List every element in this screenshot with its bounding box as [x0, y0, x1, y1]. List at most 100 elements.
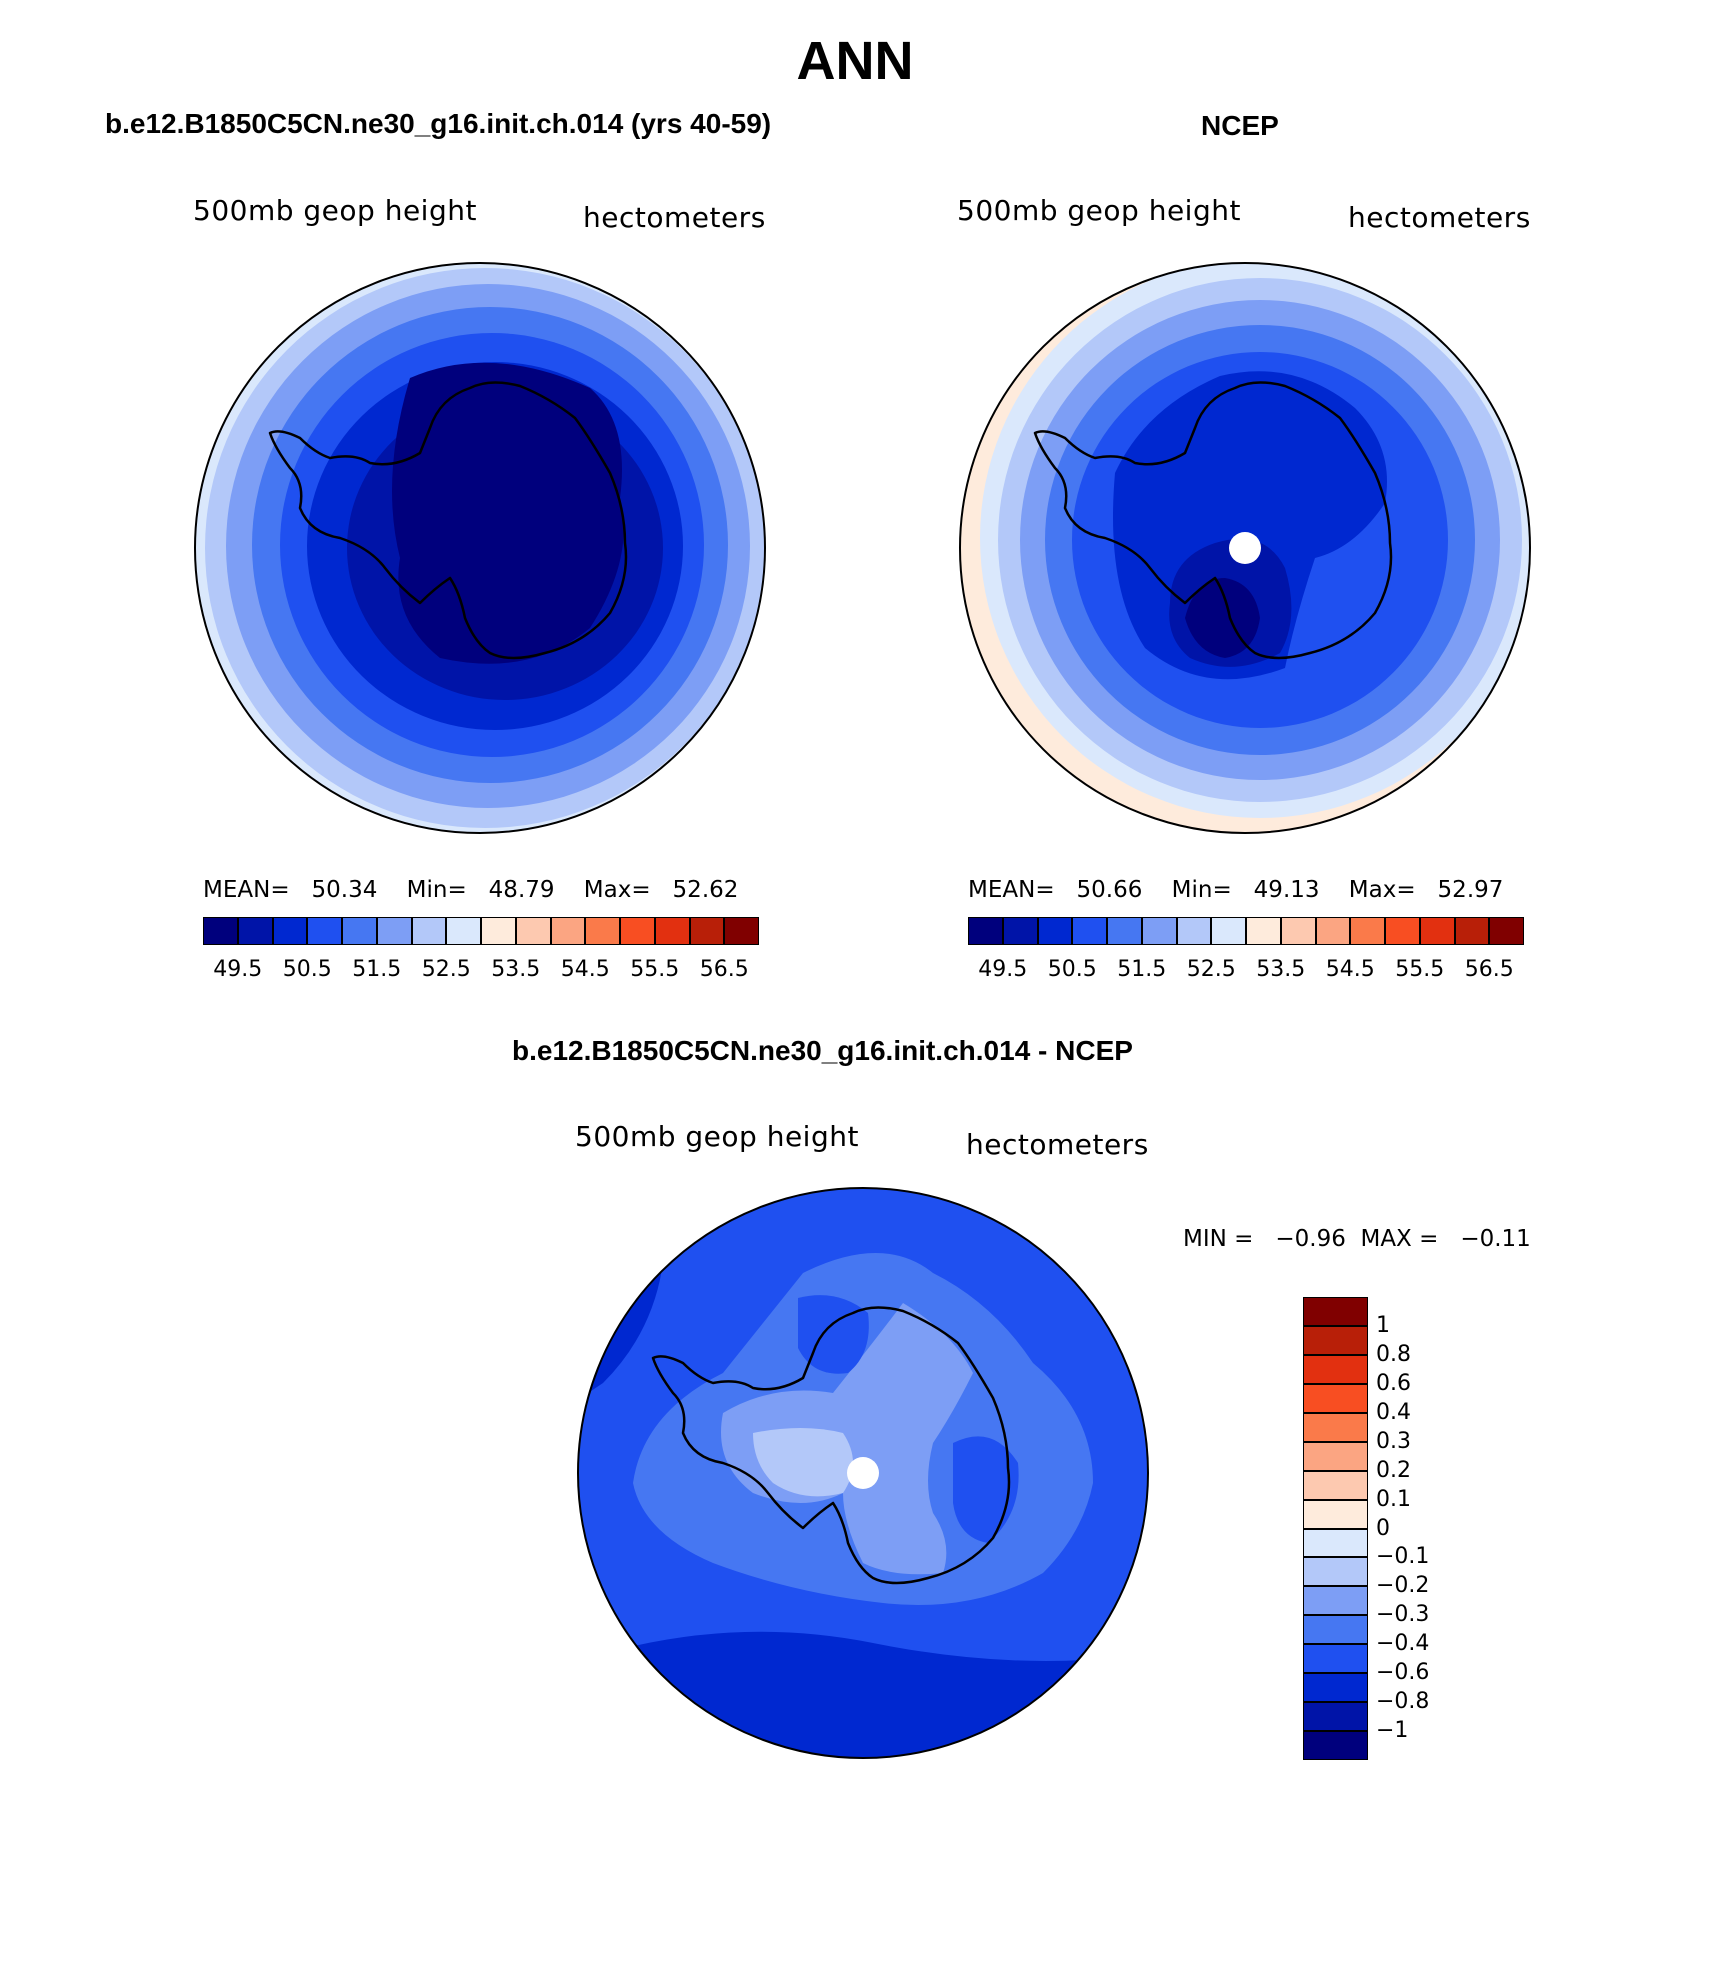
colorbar-swatch: [1303, 1354, 1368, 1384]
panel1-stats: MEAN= 50.34 Min= 48.79 Max= 52.62: [203, 877, 738, 903]
colorbar-tick-label: −0.2: [1376, 1573, 1430, 1599]
panel3-left-label: 500mb geop height: [575, 1120, 859, 1153]
colorbar-swatch: [550, 917, 586, 945]
colorbar-swatch: [1280, 917, 1316, 945]
colorbar-swatch: [724, 917, 759, 945]
colorbar-swatch: [446, 917, 481, 945]
colorbar-swatch: [203, 917, 238, 945]
colorbar-swatch: [1350, 917, 1385, 945]
colorbar-swatch: [342, 917, 377, 945]
colorbar-tick-label: 56.5: [1464, 957, 1514, 982]
colorbar-tick-label: 51.5: [352, 957, 402, 982]
colorbar-swatch: [1141, 917, 1177, 945]
colorbar-tick-label: −0.4: [1376, 1631, 1430, 1657]
panel3-right-label: hectometers: [966, 1128, 1149, 1161]
colorbar-tick-label: 0.2: [1376, 1457, 1411, 1483]
panel1-min-value: 48.79: [488, 877, 555, 903]
panel2-left-label: 500mb geop height: [957, 194, 1241, 227]
panel1-colorbar: [203, 917, 759, 945]
colorbar-swatch: [1303, 1528, 1368, 1558]
panel3-min-value: −0.96: [1275, 1226, 1346, 1252]
colorbar-swatch: [1303, 1615, 1368, 1645]
colorbar-swatch: [411, 917, 447, 945]
colorbar-tick-label: 0.1: [1376, 1486, 1411, 1512]
colorbar-swatch: [272, 917, 308, 945]
colorbar-tick-label: 49.5: [978, 957, 1028, 982]
panel3-colorbar: [1303, 1297, 1368, 1760]
panel2-right-label: hectometers: [1348, 201, 1531, 234]
panel2-min-value: 49.13: [1253, 877, 1320, 903]
panel1-min-label: Min=: [406, 877, 467, 903]
panel2-mean-value: 50.66: [1076, 877, 1143, 903]
colorbar-swatch: [1211, 917, 1246, 945]
panel3-map: [577, 1187, 1149, 1759]
panel2-colorbar-ticks: 49.5 50.5 51.5 52.5 53.5 54.5 55.5 56.5: [968, 957, 1524, 985]
colorbar-swatch: [1303, 1586, 1368, 1616]
colorbar-tick-label: 0.8: [1376, 1341, 1411, 1367]
colorbar-tick-label: −0.3: [1376, 1602, 1430, 1628]
colorbar-swatch: [307, 917, 342, 945]
colorbar-swatch: [1246, 917, 1281, 945]
panel1-title: b.e12.B1850C5CN.ne30_g16.init.ch.014 (yr…: [105, 108, 772, 139]
panel2-title: NCEP: [1201, 110, 1279, 141]
panel3-min-label: MIN =: [1183, 1226, 1254, 1252]
panel1-right-label: hectometers: [583, 201, 766, 234]
colorbar-swatch: [1303, 1441, 1368, 1471]
colorbar-tick-label: 55.5: [630, 957, 680, 982]
panel1-max-value: 52.62: [672, 877, 739, 903]
colorbar-swatch: [515, 917, 551, 945]
panel2-max-value: 52.97: [1437, 877, 1504, 903]
panel2-min-label: Min=: [1171, 877, 1232, 903]
panel3-title: b.e12.B1850C5CN.ne30_g16.init.ch.014 - N…: [512, 1035, 1133, 1066]
colorbar-tick-label: 0: [1376, 1515, 1390, 1541]
colorbar-tick-label: −0.8: [1376, 1689, 1430, 1715]
colorbar-tick-label: 56.5: [699, 957, 749, 982]
colorbar-swatch: [654, 917, 690, 945]
panel2-colorbar: [968, 917, 1524, 945]
colorbar-tick-label: 50.5: [282, 957, 332, 982]
colorbar-swatch: [1303, 1644, 1368, 1674]
panel1-max-label: Max=: [583, 877, 651, 903]
panel1-colorbar-ticks: 49.5 50.5 51.5 52.5 53.5 54.5 55.5 56.5: [203, 957, 759, 985]
colorbar-tick-label: 50.5: [1047, 957, 1097, 982]
panel1-left-label: 500mb geop height: [193, 194, 477, 227]
panel3-max-value: −0.11: [1460, 1226, 1531, 1252]
colorbar-tick-label: 55.5: [1395, 957, 1445, 982]
colorbar-tick-label: 0.4: [1376, 1399, 1411, 1425]
colorbar-swatch: [376, 917, 412, 945]
colorbar-tick-label: 0.3: [1376, 1428, 1411, 1454]
figure-title: ANN: [796, 31, 914, 91]
colorbar-swatch: [1002, 917, 1038, 945]
colorbar-tick-label: 53.5: [1256, 957, 1306, 982]
colorbar-tick-label: 49.5: [213, 957, 263, 982]
panel1-mean-label: MEAN=: [203, 877, 290, 903]
colorbar-swatch: [1419, 917, 1455, 945]
colorbar-swatch: [1037, 917, 1073, 945]
colorbar-tick-label: 51.5: [1117, 957, 1167, 982]
colorbar-swatch: [481, 917, 516, 945]
panel3-colorbar-ticks: 1 0.8 0.6 0.4 0.3 0.2 0.1 0 −0.1 −0.2 −0.3 −0.4 −0.6…: [1376, 1297, 1516, 1760]
colorbar-swatch: [689, 917, 725, 945]
colorbar-swatch: [1303, 1470, 1368, 1500]
colorbar-tick-label: 54.5: [1325, 957, 1375, 982]
colorbar-swatch: [1303, 1673, 1368, 1703]
colorbar-swatch: [1303, 1325, 1368, 1355]
panel2-stats: MEAN= 50.66 Min= 49.13 Max= 52.97: [968, 877, 1503, 903]
colorbar-swatch: [237, 917, 273, 945]
colorbar-swatch: [1303, 1412, 1368, 1442]
colorbar-swatch: [1176, 917, 1212, 945]
colorbar-swatch: [1454, 917, 1490, 945]
colorbar-tick-label: 54.5: [560, 957, 610, 982]
colorbar-swatch: [1303, 1499, 1368, 1529]
panel1-mean-value: 50.34: [311, 877, 378, 903]
colorbar-tick-label: −1: [1376, 1718, 1409, 1744]
panel1-map: [194, 262, 766, 834]
colorbar-swatch: [1107, 917, 1142, 945]
panel3-stats: MIN = −0.96 MAX = −0.11: [1183, 1226, 1531, 1252]
colorbar-tick-label: −0.6: [1376, 1660, 1430, 1686]
colorbar-tick-label: −0.1: [1376, 1544, 1430, 1570]
colorbar-swatch: [1303, 1731, 1368, 1760]
colorbar-swatch: [1489, 917, 1524, 945]
colorbar-swatch: [1385, 917, 1420, 945]
colorbar-tick-label: 52.5: [421, 957, 471, 982]
